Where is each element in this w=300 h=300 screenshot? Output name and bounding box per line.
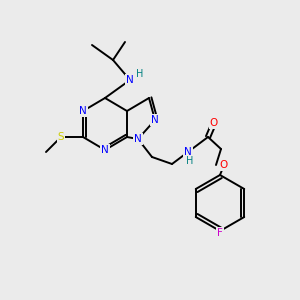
Text: O: O xyxy=(210,118,218,128)
Text: N: N xyxy=(126,75,134,85)
Text: O: O xyxy=(220,160,228,170)
Text: H: H xyxy=(136,69,144,79)
Text: N: N xyxy=(134,134,142,144)
Text: N: N xyxy=(79,106,87,116)
Text: H: H xyxy=(186,156,194,166)
Text: N: N xyxy=(184,147,192,157)
Text: S: S xyxy=(58,132,64,142)
Text: N: N xyxy=(101,145,109,155)
Text: F: F xyxy=(217,228,223,238)
Text: N: N xyxy=(151,115,159,125)
